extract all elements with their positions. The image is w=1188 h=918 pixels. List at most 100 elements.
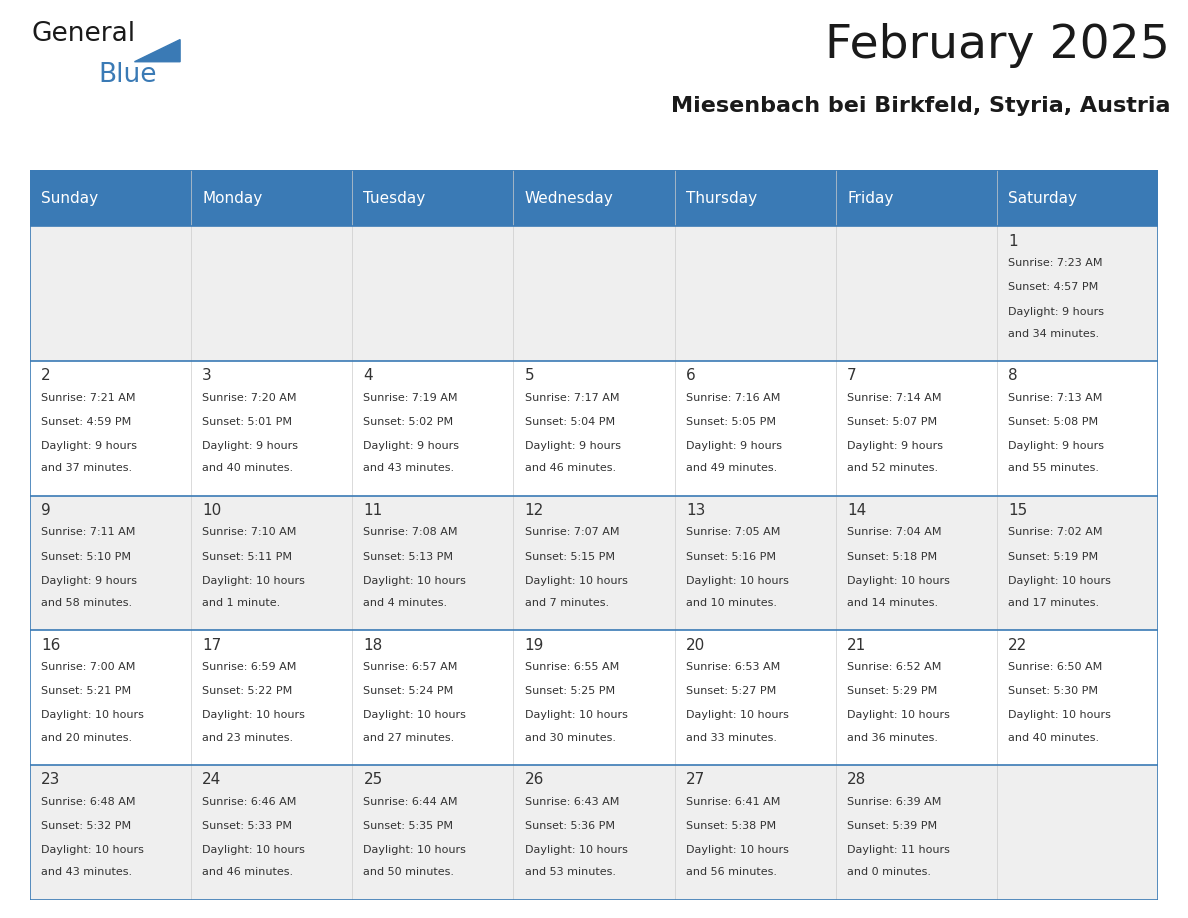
Text: February 2025: February 2025 (826, 23, 1170, 68)
Text: 23: 23 (40, 772, 61, 788)
Text: Sunset: 5:27 PM: Sunset: 5:27 PM (685, 687, 776, 696)
Text: and 53 minutes.: and 53 minutes. (525, 868, 615, 878)
Text: 26: 26 (525, 772, 544, 788)
Text: and 1 minute.: and 1 minute. (202, 598, 280, 608)
Text: Tuesday: Tuesday (364, 191, 425, 206)
Text: Sunrise: 6:50 AM: Sunrise: 6:50 AM (1009, 662, 1102, 672)
Bar (513, 170, 675, 227)
Text: Daylight: 10 hours: Daylight: 10 hours (202, 576, 305, 586)
Text: Daylight: 10 hours: Daylight: 10 hours (685, 711, 789, 721)
Text: and 0 minutes.: and 0 minutes. (847, 868, 931, 878)
Text: Daylight: 9 hours: Daylight: 9 hours (40, 576, 137, 586)
Bar (30, 227, 191, 361)
Bar (30, 631, 191, 765)
Text: Sunrise: 6:39 AM: Sunrise: 6:39 AM (847, 797, 942, 807)
Text: Sunset: 4:57 PM: Sunset: 4:57 PM (1009, 282, 1099, 292)
Bar (836, 765, 997, 900)
Text: Sunset: 5:05 PM: Sunset: 5:05 PM (685, 417, 776, 427)
Bar (836, 631, 997, 765)
Text: Daylight: 10 hours: Daylight: 10 hours (847, 576, 950, 586)
Text: Sunset: 5:39 PM: Sunset: 5:39 PM (847, 821, 937, 831)
Bar (675, 496, 836, 631)
Bar (997, 361, 1158, 496)
Text: Daylight: 10 hours: Daylight: 10 hours (847, 711, 950, 721)
Bar (191, 496, 352, 631)
Text: Sunrise: 7:08 AM: Sunrise: 7:08 AM (364, 527, 457, 537)
Text: Sunrise: 6:48 AM: Sunrise: 6:48 AM (40, 797, 135, 807)
Text: and 7 minutes.: and 7 minutes. (525, 598, 608, 608)
Text: Sunset: 5:16 PM: Sunset: 5:16 PM (685, 552, 776, 562)
Text: Sunset: 5:33 PM: Sunset: 5:33 PM (202, 821, 292, 831)
Text: Sunset: 5:36 PM: Sunset: 5:36 PM (525, 821, 614, 831)
Text: Sunset: 5:25 PM: Sunset: 5:25 PM (525, 687, 615, 696)
Text: Daylight: 10 hours: Daylight: 10 hours (202, 711, 305, 721)
Text: Daylight: 10 hours: Daylight: 10 hours (685, 845, 789, 855)
Text: 7: 7 (847, 368, 857, 384)
Text: 15: 15 (1009, 503, 1028, 518)
Text: and 10 minutes.: and 10 minutes. (685, 598, 777, 608)
Text: 5: 5 (525, 368, 535, 384)
Bar (191, 765, 352, 900)
Text: 20: 20 (685, 638, 706, 653)
Text: Daylight: 9 hours: Daylight: 9 hours (525, 442, 620, 451)
Bar (836, 170, 997, 227)
Text: Sunrise: 7:17 AM: Sunrise: 7:17 AM (525, 393, 619, 403)
Text: Wednesday: Wednesday (525, 191, 613, 206)
Text: 1: 1 (1009, 234, 1018, 249)
Bar (352, 170, 513, 227)
Bar (997, 170, 1158, 227)
Text: and 40 minutes.: and 40 minutes. (202, 464, 293, 474)
Text: Daylight: 9 hours: Daylight: 9 hours (202, 442, 298, 451)
Text: and 43 minutes.: and 43 minutes. (40, 868, 132, 878)
Text: Sunrise: 7:14 AM: Sunrise: 7:14 AM (847, 393, 942, 403)
Text: and 52 minutes.: and 52 minutes. (847, 464, 939, 474)
Bar (30, 496, 191, 631)
Text: and 30 minutes.: and 30 minutes. (525, 733, 615, 743)
Text: 11: 11 (364, 503, 383, 518)
Text: 16: 16 (40, 638, 61, 653)
Bar (352, 496, 513, 631)
Text: Sunset: 5:30 PM: Sunset: 5:30 PM (1009, 687, 1099, 696)
Text: and 58 minutes.: and 58 minutes. (40, 598, 132, 608)
Text: 8: 8 (1009, 368, 1018, 384)
Bar (30, 361, 191, 496)
Text: 18: 18 (364, 638, 383, 653)
Text: Sunset: 5:32 PM: Sunset: 5:32 PM (40, 821, 131, 831)
Bar (836, 496, 997, 631)
Text: and 40 minutes.: and 40 minutes. (1009, 733, 1099, 743)
Text: Sunrise: 6:43 AM: Sunrise: 6:43 AM (525, 797, 619, 807)
Text: and 33 minutes.: and 33 minutes. (685, 733, 777, 743)
Text: 19: 19 (525, 638, 544, 653)
Text: Sunrise: 7:04 AM: Sunrise: 7:04 AM (847, 527, 942, 537)
Text: Sunset: 5:11 PM: Sunset: 5:11 PM (202, 552, 292, 562)
Text: 13: 13 (685, 503, 706, 518)
Text: Daylight: 10 hours: Daylight: 10 hours (525, 845, 627, 855)
Text: 21: 21 (847, 638, 866, 653)
Text: Sunrise: 6:44 AM: Sunrise: 6:44 AM (364, 797, 457, 807)
Text: Daylight: 9 hours: Daylight: 9 hours (40, 442, 137, 451)
Text: 24: 24 (202, 772, 221, 788)
Text: and 23 minutes.: and 23 minutes. (202, 733, 293, 743)
Text: 6: 6 (685, 368, 696, 384)
Text: and 36 minutes.: and 36 minutes. (847, 733, 939, 743)
Text: Blue: Blue (99, 62, 157, 88)
Bar (675, 227, 836, 361)
Text: Sunset: 5:38 PM: Sunset: 5:38 PM (685, 821, 776, 831)
Bar (513, 227, 675, 361)
Text: Daylight: 10 hours: Daylight: 10 hours (525, 711, 627, 721)
Bar (997, 765, 1158, 900)
Text: 14: 14 (847, 503, 866, 518)
Bar (352, 631, 513, 765)
Text: Daylight: 10 hours: Daylight: 10 hours (364, 576, 467, 586)
Text: Daylight: 10 hours: Daylight: 10 hours (364, 711, 467, 721)
Text: and 49 minutes.: and 49 minutes. (685, 464, 777, 474)
Text: Sunset: 5:15 PM: Sunset: 5:15 PM (525, 552, 614, 562)
Text: and 20 minutes.: and 20 minutes. (40, 733, 132, 743)
Text: 2: 2 (40, 368, 51, 384)
Text: Daylight: 10 hours: Daylight: 10 hours (1009, 576, 1111, 586)
Text: 17: 17 (202, 638, 221, 653)
Text: 10: 10 (202, 503, 221, 518)
Text: Sunrise: 7:23 AM: Sunrise: 7:23 AM (1009, 258, 1102, 268)
Text: Daylight: 10 hours: Daylight: 10 hours (40, 711, 144, 721)
Text: Daylight: 10 hours: Daylight: 10 hours (364, 845, 467, 855)
